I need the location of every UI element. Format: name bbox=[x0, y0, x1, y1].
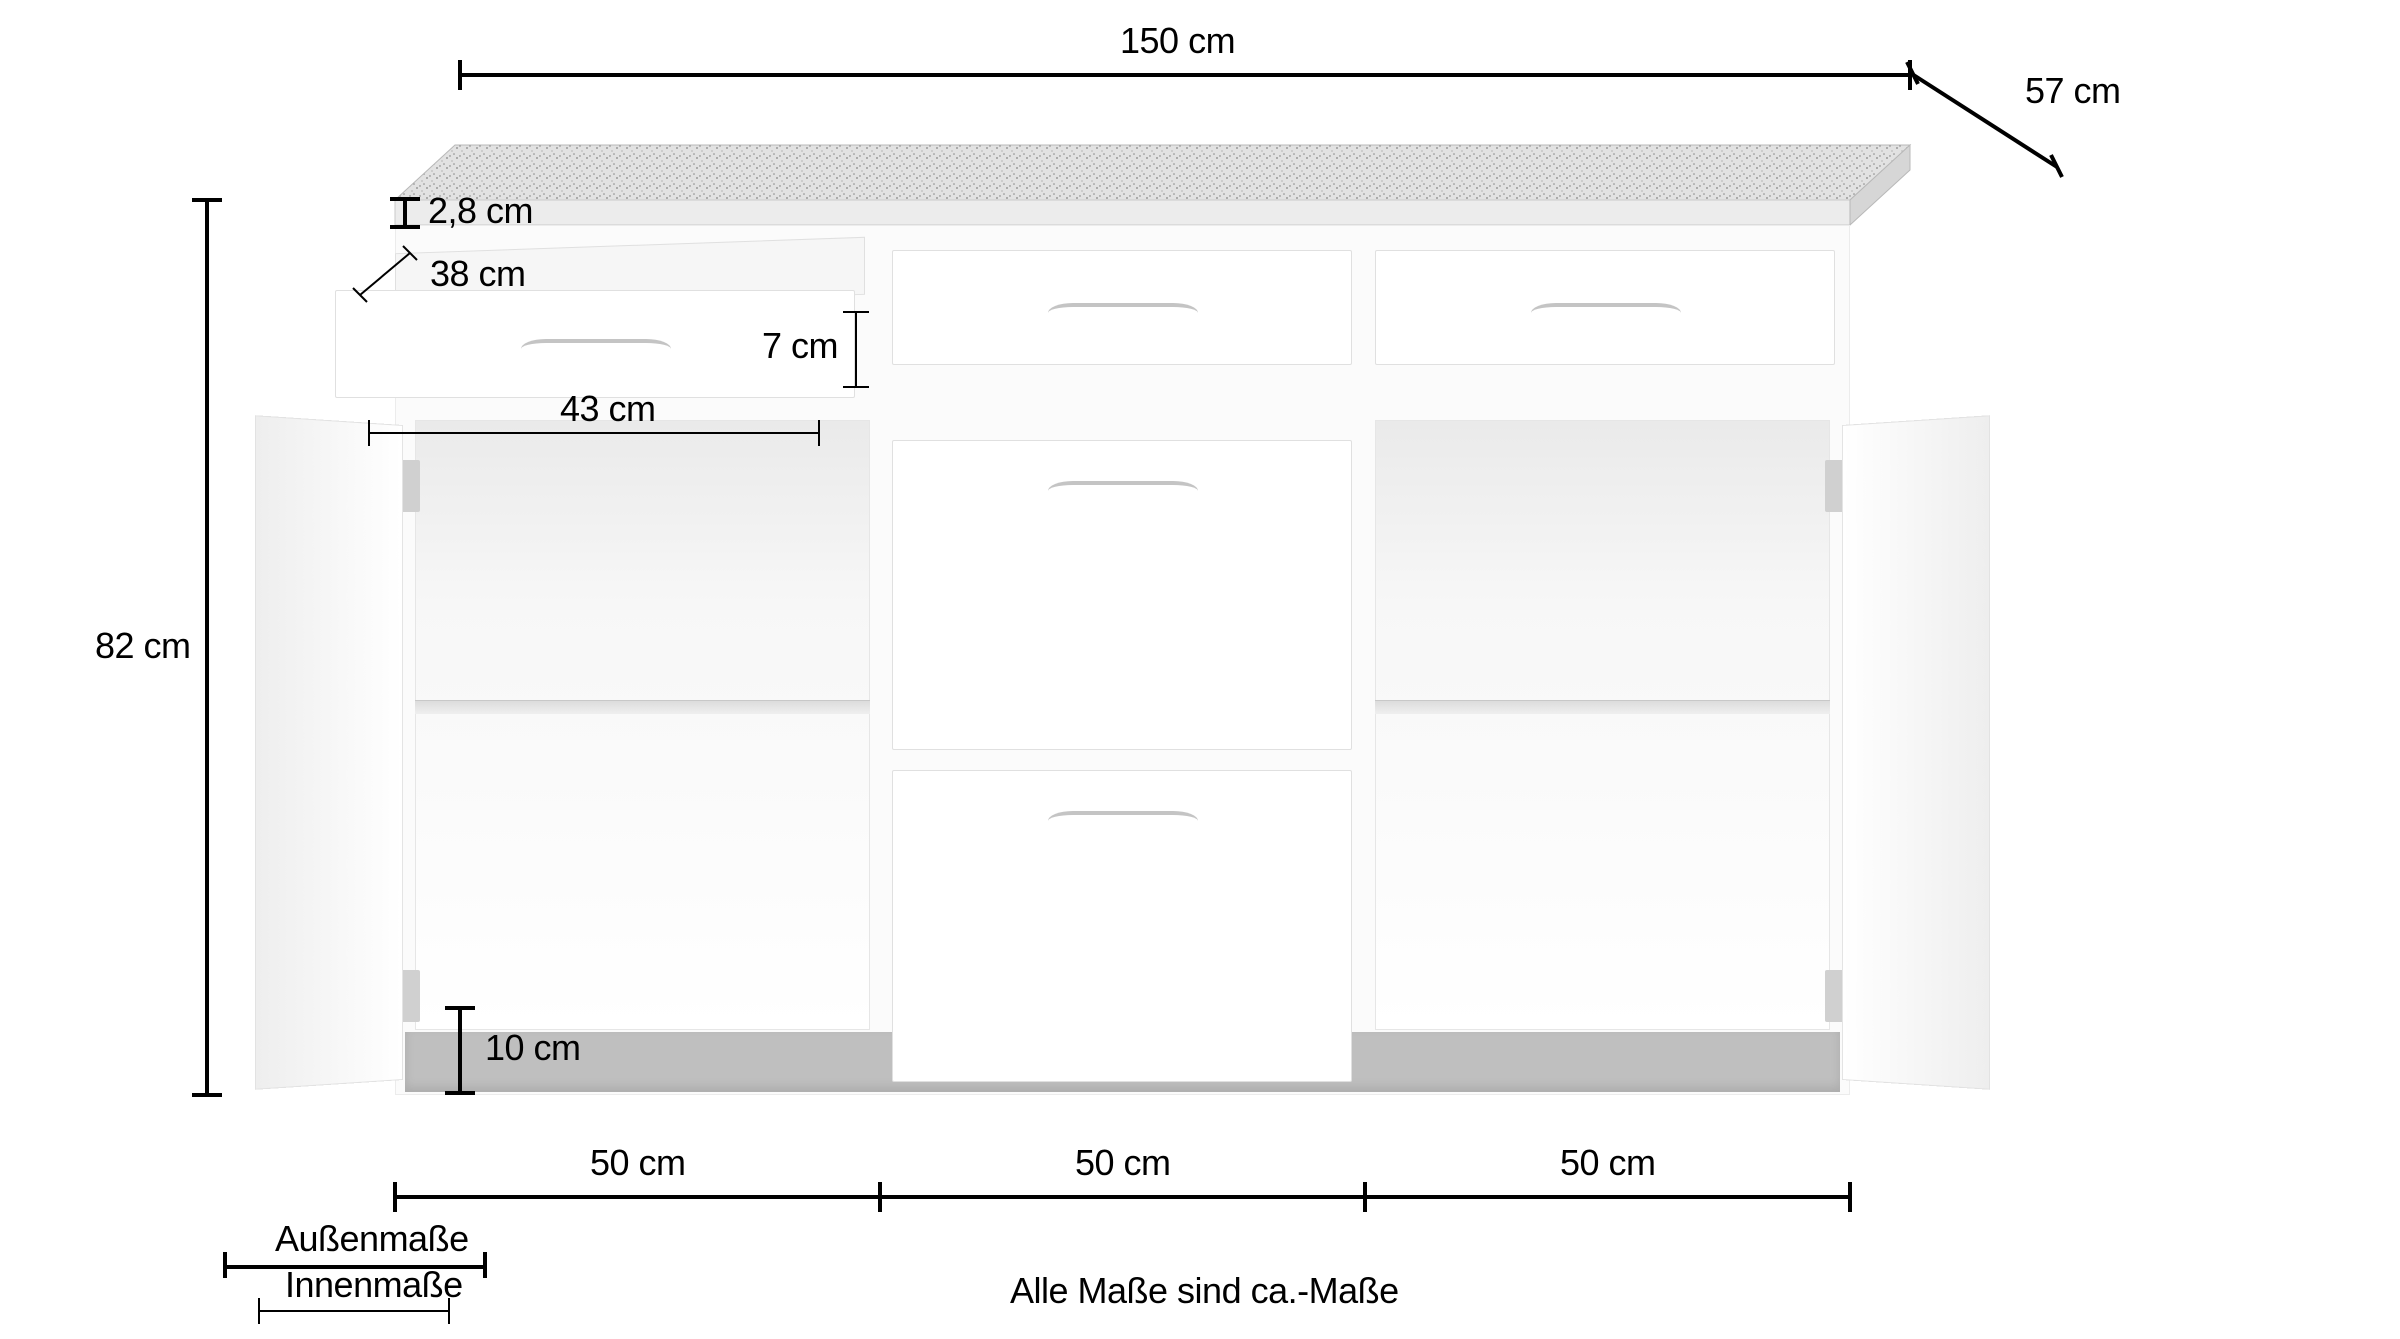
dim-cap bbox=[192, 198, 222, 202]
handle bbox=[1048, 811, 1198, 821]
legend-inner-line bbox=[260, 1310, 450, 1312]
dim-cap bbox=[223, 1252, 227, 1278]
dim-countertop-thickness: 2,8 cm bbox=[428, 190, 533, 232]
left-door-open bbox=[255, 415, 403, 1090]
dim-line bbox=[370, 432, 820, 434]
handle bbox=[1048, 481, 1198, 491]
handle bbox=[521, 339, 671, 349]
handle bbox=[1531, 303, 1681, 313]
dim-line bbox=[1365, 1195, 1850, 1199]
dim-cap bbox=[192, 1093, 222, 1097]
right-shelf bbox=[1375, 700, 1830, 714]
countertop-top bbox=[395, 145, 1915, 235]
left-cavity bbox=[415, 420, 870, 1030]
dim-cap bbox=[445, 1091, 475, 1095]
handle bbox=[1048, 303, 1198, 313]
dim-total-depth: 57 cm bbox=[2025, 70, 2121, 112]
dim-line-height bbox=[205, 200, 209, 1095]
dim-line bbox=[855, 313, 857, 388]
dim-cap bbox=[445, 1006, 475, 1010]
dim-cap bbox=[258, 1298, 260, 1324]
dim-cap bbox=[368, 420, 370, 446]
dim-section-3: 50 cm bbox=[1560, 1142, 1656, 1184]
dim-line bbox=[403, 197, 407, 227]
dim-cap bbox=[843, 386, 869, 388]
dim-cap bbox=[393, 1182, 397, 1212]
dim-total-width: 150 cm bbox=[1120, 20, 1235, 62]
dim-total-height: 82 cm bbox=[95, 625, 191, 667]
dim-line bbox=[458, 1008, 462, 1093]
dim-cap bbox=[483, 1252, 487, 1278]
dim-cap bbox=[1363, 1182, 1367, 1212]
dim-cap bbox=[1848, 1182, 1852, 1212]
legend-inner: Innenmaße bbox=[285, 1264, 463, 1306]
dim-drawer-width: 43 cm bbox=[560, 388, 656, 430]
dim-line bbox=[880, 1195, 1365, 1199]
dim-line-total-width bbox=[460, 73, 1910, 77]
dim-cap bbox=[843, 311, 869, 313]
mid-drawer-large-2 bbox=[892, 770, 1352, 1082]
dim-cap bbox=[390, 225, 420, 229]
footer-note: Alle Maße sind ca.-Maße bbox=[1010, 1270, 1399, 1312]
right-door-open bbox=[1842, 415, 1990, 1090]
dim-section-2: 50 cm bbox=[1075, 1142, 1171, 1184]
mid-drawer-small bbox=[892, 250, 1352, 365]
left-shelf bbox=[415, 700, 870, 714]
mid-drawer-large-1 bbox=[892, 440, 1352, 750]
dim-drawer-depth: 38 cm bbox=[430, 253, 526, 295]
right-cavity bbox=[1375, 420, 1830, 1030]
dim-line bbox=[395, 1195, 880, 1199]
dim-plinth: 10 cm bbox=[485, 1027, 581, 1069]
dim-cap bbox=[818, 420, 820, 446]
dim-cap bbox=[458, 60, 462, 90]
dim-drawer-height: 7 cm bbox=[762, 325, 838, 367]
legend-outer: Außenmaße bbox=[275, 1218, 469, 1260]
right-drawer-small bbox=[1375, 250, 1835, 365]
dim-section-1: 50 cm bbox=[590, 1142, 686, 1184]
dim-cap bbox=[878, 1182, 882, 1212]
